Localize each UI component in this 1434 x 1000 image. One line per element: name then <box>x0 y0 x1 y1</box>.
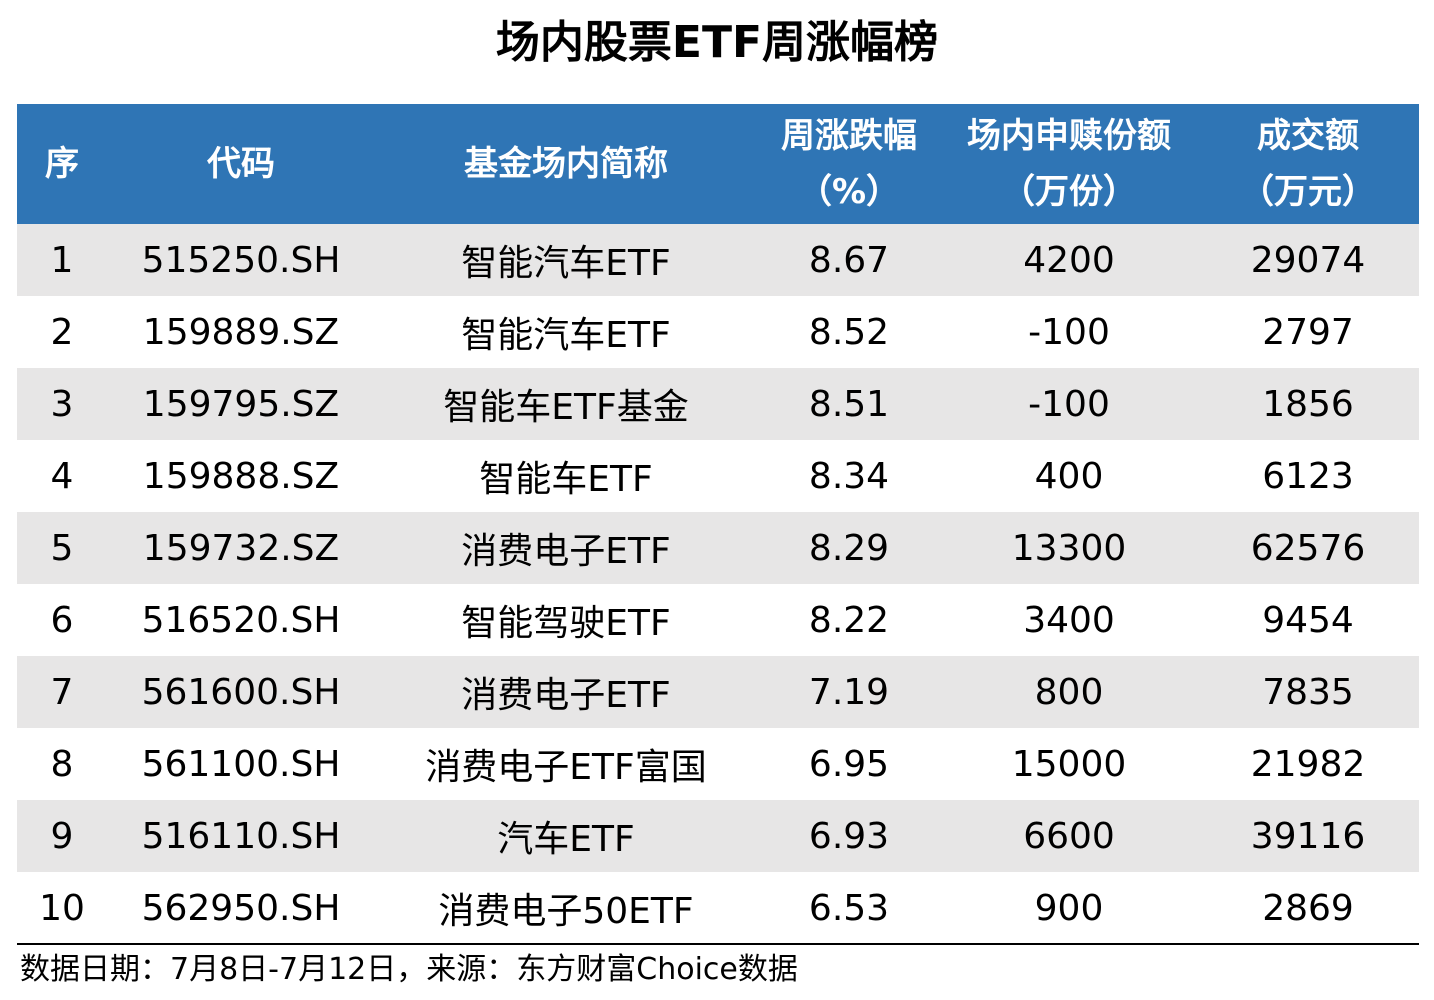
cell-change: 8.22 <box>808 599 890 641</box>
cell-name: 智能驾驶ETF <box>461 603 671 644</box>
header-amount: 成交额 （万元） <box>1197 104 1419 224</box>
cell-units: 800 <box>1034 671 1104 713</box>
cell-rank: 8 <box>50 743 74 785</box>
footer-divider <box>17 943 1419 945</box>
cell-rank: 4 <box>50 455 74 497</box>
cell-rank: 2 <box>50 311 74 353</box>
cell-amount: 62576 <box>1250 527 1366 569</box>
header-row: 序 代码 基金场内简称 周涨跌幅 （%） 场内申赎份额 （万份） 成交额 （万元… <box>17 104 1419 224</box>
source-footnote: 数据日期：7月8日-7月12日，来源：东方财富Choice数据 <box>20 952 798 987</box>
cell-rank: 9 <box>50 815 74 857</box>
cell-change: 8.51 <box>808 383 890 425</box>
cell-code: 515250.SH <box>141 239 341 281</box>
cell-name: 智能车ETF <box>479 459 653 500</box>
cell-amount: 1856 <box>1262 383 1354 425</box>
header-units-unit: （万份） <box>1001 172 1137 212</box>
cell-units: -100 <box>1028 383 1110 425</box>
cell-units: 15000 <box>1011 743 1127 785</box>
cell-change: 8.52 <box>808 311 890 353</box>
cell-amount: 2869 <box>1262 887 1354 929</box>
cell-change: 8.34 <box>808 455 890 497</box>
table-body: 1 515250.SH 智能汽车ETF 8.67 4200 29074 2 15… <box>17 224 1419 944</box>
cell-name: 汽车ETF <box>497 819 635 860</box>
cell-name: 智能汽车ETF <box>461 315 671 356</box>
cell-units: 4200 <box>1023 239 1115 281</box>
header-code: 代码 <box>207 144 275 184</box>
cell-amount: 39116 <box>1250 815 1366 857</box>
cell-amount: 21982 <box>1250 743 1366 785</box>
page-title: 场内股票ETF周涨幅榜 <box>495 17 939 68</box>
header-rank: 序 <box>45 144 79 184</box>
cell-code: 159889.SZ <box>142 311 340 353</box>
table-row: 3 159795.SZ 智能车ETF基金 8.51 -100 1856 <box>17 368 1419 440</box>
cell-rank: 5 <box>50 527 74 569</box>
cell-name: 智能车ETF基金 <box>443 387 689 428</box>
cell-amount: 6123 <box>1262 455 1354 497</box>
cell-code: 516520.SH <box>141 599 341 641</box>
cell-change: 6.95 <box>808 743 890 785</box>
cell-code: 516110.SH <box>141 815 341 857</box>
header-name: 基金场内简称 <box>464 144 668 184</box>
cell-name: 消费电子ETF <box>461 531 671 572</box>
header-units-label: 场内申赎份额 <box>967 116 1171 156</box>
table-row: 8 561100.SH 消费电子ETF富国 6.95 15000 21982 <box>17 728 1419 800</box>
etf-ranking-table: 序 代码 基金场内简称 周涨跌幅 （%） 场内申赎份额 （万份） 成交额 （万元… <box>17 104 1419 944</box>
table-row: 7 561600.SH 消费电子ETF 7.19 800 7835 <box>17 656 1419 728</box>
table-row: 4 159888.SZ 智能车ETF 8.34 400 6123 <box>17 440 1419 512</box>
header-amount-unit: （万元） <box>1240 172 1376 212</box>
cell-units: -100 <box>1028 311 1110 353</box>
header-units: 场内申赎份额 （万份） <box>941 104 1197 224</box>
cell-code: 561600.SH <box>141 671 341 713</box>
cell-rank: 7 <box>50 671 74 713</box>
table-row: 9 516110.SH 汽车ETF 6.93 6600 39116 <box>17 800 1419 872</box>
cell-change: 8.67 <box>808 239 890 281</box>
cell-name: 智能汽车ETF <box>461 243 671 284</box>
header-change-unit: （%） <box>797 172 901 212</box>
header-change: 周涨跌幅 （%） <box>757 104 941 224</box>
cell-name: 消费电子50ETF <box>438 891 694 932</box>
table-row: 1 515250.SH 智能汽车ETF 8.67 4200 29074 <box>17 224 1419 296</box>
cell-change: 8.29 <box>808 527 890 569</box>
cell-code: 159795.SZ <box>142 383 340 425</box>
cell-amount: 7835 <box>1262 671 1354 713</box>
cell-units: 900 <box>1034 887 1104 929</box>
cell-change: 7.19 <box>808 671 890 713</box>
cell-amount: 9454 <box>1262 599 1354 641</box>
table-row: 10 562950.SH 消费电子50ETF 6.53 900 2869 <box>17 872 1419 944</box>
cell-units: 3400 <box>1023 599 1115 641</box>
cell-units: 400 <box>1034 455 1104 497</box>
cell-name: 消费电子ETF <box>461 675 671 716</box>
cell-rank: 10 <box>39 887 85 929</box>
cell-change: 6.93 <box>808 815 890 857</box>
header-amount-label: 成交额 <box>1257 116 1359 156</box>
cell-code: 561100.SH <box>141 743 341 785</box>
cell-change: 6.53 <box>808 887 890 929</box>
cell-code: 159888.SZ <box>142 455 340 497</box>
table-header: 序 代码 基金场内简称 周涨跌幅 （%） 场内申赎份额 （万份） 成交额 （万元… <box>17 104 1419 224</box>
cell-units: 13300 <box>1011 527 1127 569</box>
cell-rank: 3 <box>50 383 74 425</box>
cell-amount: 29074 <box>1250 239 1366 281</box>
cell-name: 消费电子ETF富国 <box>425 747 707 788</box>
cell-amount: 2797 <box>1262 311 1354 353</box>
table-row: 2 159889.SZ 智能汽车ETF 8.52 -100 2797 <box>17 296 1419 368</box>
table-row: 5 159732.SZ 消费电子ETF 8.29 13300 62576 <box>17 512 1419 584</box>
header-change-label: 周涨跌幅 <box>781 116 917 156</box>
cell-rank: 6 <box>50 599 74 641</box>
table-row: 6 516520.SH 智能驾驶ETF 8.22 3400 9454 <box>17 584 1419 656</box>
cell-code: 562950.SH <box>141 887 341 929</box>
cell-rank: 1 <box>50 239 74 281</box>
cell-code: 159732.SZ <box>142 527 340 569</box>
cell-units: 6600 <box>1023 815 1115 857</box>
